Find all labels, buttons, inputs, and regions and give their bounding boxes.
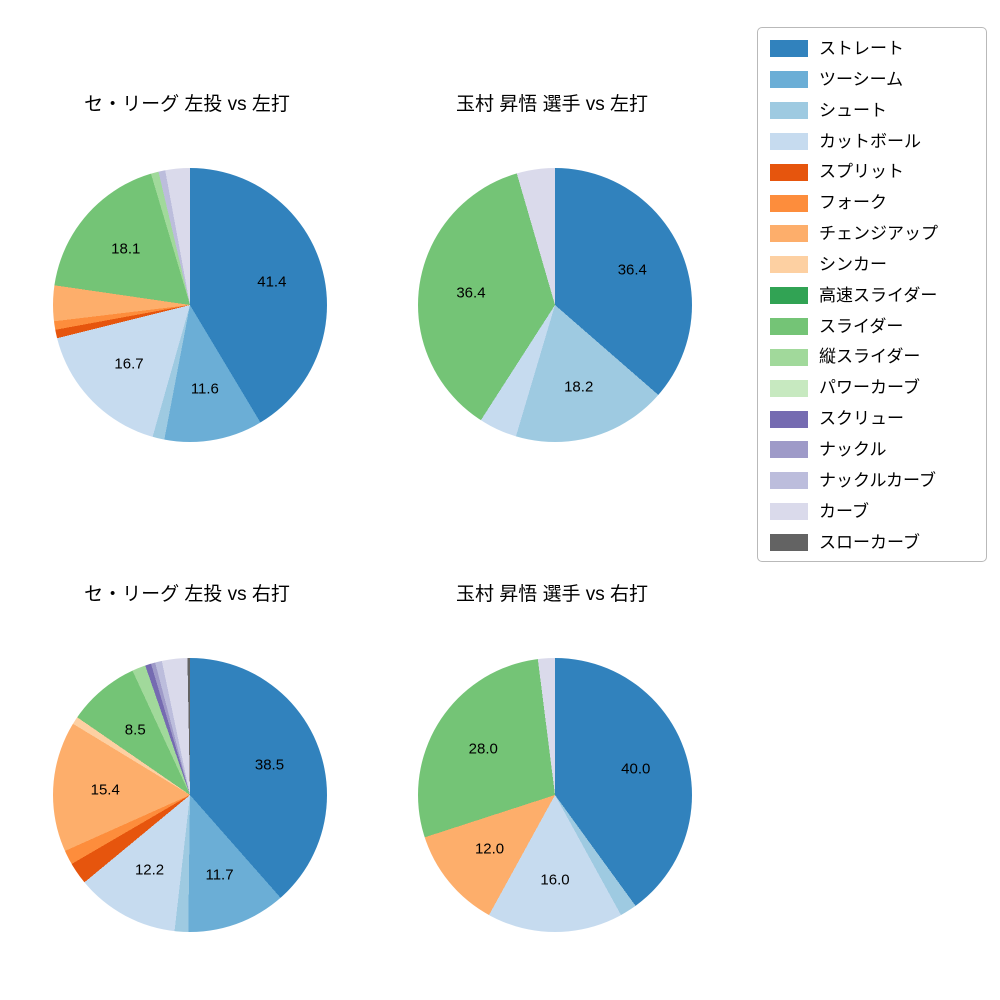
legend-item: シンカー — [770, 256, 974, 274]
legend-item: ナックル — [770, 441, 974, 459]
legend-item: スローカーブ — [770, 532, 974, 552]
legend-item: パワーカーブ — [770, 379, 974, 397]
pie: 38.5 11.7 12.2 15.4 8.5 — [53, 658, 327, 932]
pie: 36.4 18.2 36.4 — [418, 168, 692, 442]
pie-percent-label: 36.4 — [456, 284, 486, 302]
legend-color-swatch — [770, 410, 808, 428]
legend-item: ナックルカーブ — [770, 470, 974, 490]
legend-item: カーブ — [770, 501, 974, 521]
pie-percent-label: 16.7 — [114, 355, 144, 373]
pie-percent-label: 41.4 — [257, 273, 287, 291]
legend-item: シュート — [770, 100, 974, 120]
pie-percent-label: 12.0 — [474, 840, 505, 858]
legend-color-swatch — [770, 40, 808, 58]
chart-title: 玉村 昇悟 選手 vs 左打 — [455, 94, 649, 115]
pie-circle — [53, 168, 327, 442]
pie-percent-label: 36.4 — [617, 261, 647, 279]
legend-item: 高速スライダー — [770, 285, 974, 305]
legend-item: ストレート — [770, 40, 974, 58]
legend-item-label: スプリット — [819, 162, 904, 182]
legend-color-swatch — [770, 163, 808, 181]
pie-percent-label: 12.2 — [134, 861, 165, 879]
legend-color-swatch — [770, 533, 808, 551]
legend-item: カットボール — [770, 131, 974, 151]
pie: 40.0 16.0 12.0 28.0 — [418, 658, 692, 932]
legend-item: チェンジアップ — [770, 225, 974, 243]
legend-item: スクリュー — [770, 410, 974, 428]
legend-item-label: シュート — [819, 100, 887, 120]
pie-chart-league-lhp-vs-lhb: セ・リーグ 左投 vs 左打 41.4 11.6 16.7 18.1 — [27, 92, 347, 460]
legend-item-label: チェンジアップ — [819, 224, 938, 244]
legend-item-label: パワーカーブ — [819, 378, 920, 398]
legend-color-swatch — [770, 71, 808, 89]
pie-percent-label: 18.1 — [111, 240, 141, 258]
pie-chart-league-lhp-vs-rhb: セ・リーグ 左投 vs 右打 38.5 11.7 12.2 15.4 8.5 — [27, 582, 347, 950]
legend-color-swatch — [770, 287, 808, 305]
pie-percent-label: 11.6 — [190, 380, 219, 398]
legend-color-swatch — [770, 503, 808, 521]
pie-percent-label: 16.0 — [540, 871, 570, 889]
legend-color-swatch — [770, 318, 808, 336]
legend-item-label: カットボール — [819, 131, 921, 151]
pie-percent-label: 40.0 — [621, 760, 651, 778]
legend-color-swatch — [770, 194, 808, 212]
pie-percent-label: 15.4 — [90, 781, 120, 799]
chart-title: 玉村 昇悟 選手 vs 右打 — [455, 584, 649, 605]
chart-title: セ・リーグ 左投 vs 右打 — [84, 584, 290, 605]
pie-percent-label: 28.0 — [468, 740, 498, 758]
pie-percent-label: 11.7 — [205, 866, 234, 884]
chart-title: セ・リーグ 左投 vs 左打 — [84, 94, 290, 115]
legend-color-swatch — [770, 441, 808, 459]
pie-circle — [418, 168, 692, 442]
pie-chart-tamamura-vs-lhb: 玉村 昇悟 選手 vs 左打 36.4 18.2 36.4 — [392, 92, 712, 460]
legend-color-swatch — [770, 102, 808, 120]
legend-item-label: ツーシーム — [819, 69, 904, 89]
legend-item: スプリット — [770, 163, 974, 181]
legend-item-label: カーブ — [819, 501, 869, 521]
legend-color-swatch — [770, 348, 808, 366]
legend-item: スライダー — [770, 316, 974, 336]
legend-item-label: シンカー — [819, 254, 887, 274]
pie-circle — [53, 658, 327, 932]
legend-item-label: ナックルカーブ — [819, 470, 936, 490]
pie: 41.4 11.6 16.7 18.1 — [53, 168, 327, 442]
legend-item: ツーシーム — [770, 69, 974, 89]
legend-color-swatch — [770, 225, 808, 243]
legend-color-swatch — [770, 132, 808, 150]
legend-item: フォーク — [770, 194, 974, 212]
legend-item: 縦スライダー — [770, 348, 974, 366]
legend-item-label: スライダー — [819, 316, 904, 336]
legend: ストレートツーシームシュートカットボール スプリットフォークチェンジアップ シンカー… — [757, 27, 987, 563]
pie-chart-tamamura-vs-rhb: 玉村 昇悟 選手 vs 右打 40.0 16.0 12.0 28.0 — [392, 582, 712, 950]
legend-item-label: フォーク — [819, 193, 887, 213]
legend-color-swatch — [770, 379, 808, 397]
legend-item-label: スクリュー — [819, 409, 904, 429]
legend-color-swatch — [770, 472, 808, 490]
legend-item-label: ナックル — [819, 439, 887, 459]
pie-percent-label: 8.5 — [124, 721, 146, 739]
legend-item-label: 高速スライダー — [819, 285, 938, 305]
legend-item-label: 縦スライダー — [819, 347, 921, 367]
pie-percent-label: 38.5 — [254, 756, 285, 774]
legend-item-label: ストレート — [819, 39, 904, 58]
pie-percent-label: 18.2 — [564, 378, 594, 396]
legend-item-label: スローカーブ — [819, 532, 920, 552]
pie-circle — [418, 658, 692, 932]
legend-color-swatch — [770, 256, 808, 274]
